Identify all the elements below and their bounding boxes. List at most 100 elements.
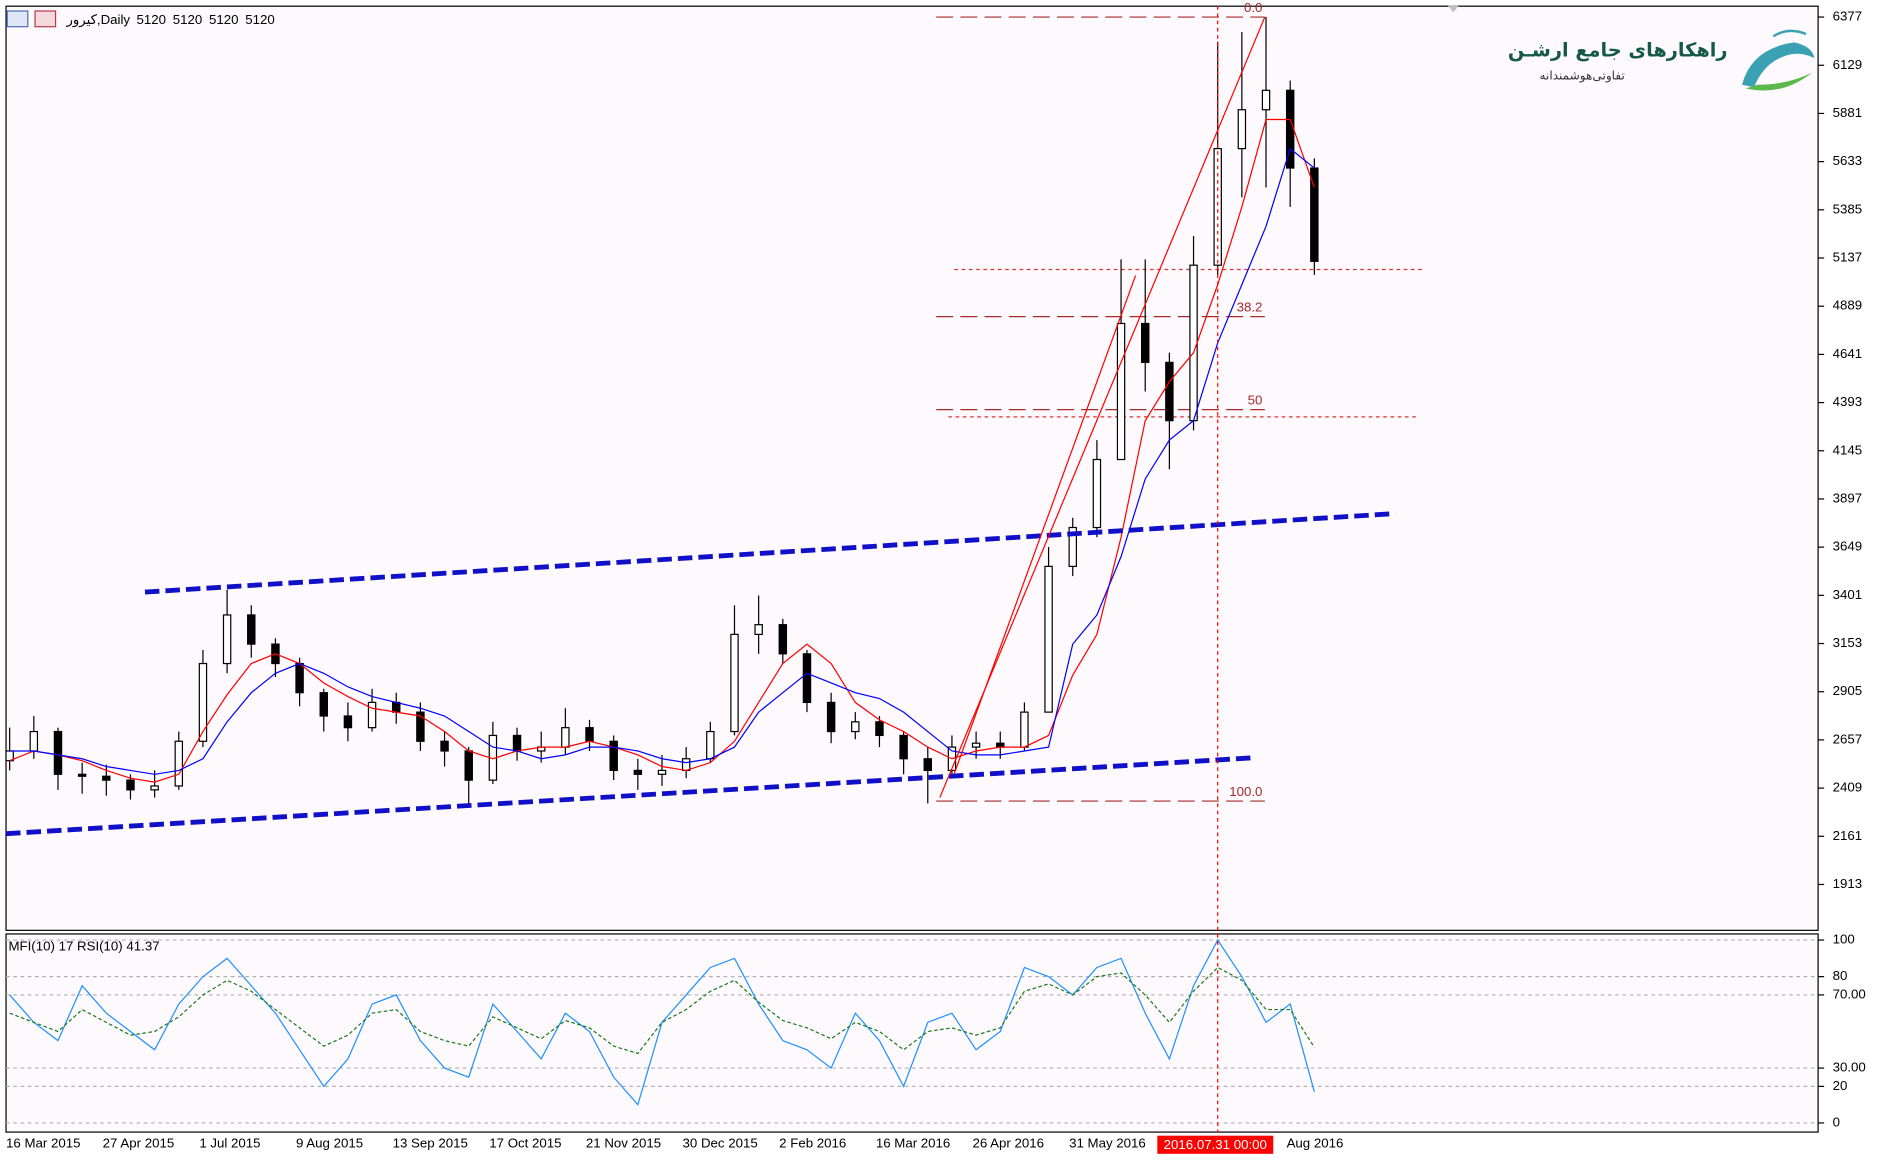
candle-body	[1068, 526, 1077, 567]
y-tick-label: 6377	[1833, 9, 1863, 24]
y-tick-label: 100	[1833, 932, 1855, 947]
logo-mark	[1772, 29, 1807, 38]
x-tick-label: 9 Aug 2015	[296, 1136, 363, 1151]
candle-body	[657, 769, 667, 775]
y-tick-label: 5881	[1833, 105, 1863, 120]
fib-label: 100.0	[1229, 784, 1262, 799]
y-tick-label: 1913	[1833, 876, 1863, 891]
candle-body	[247, 614, 256, 645]
x-tick-label: 13 Sep 2015	[393, 1136, 468, 1151]
y-tick-label: 3153	[1833, 635, 1863, 650]
candle-body	[174, 740, 184, 787]
trend-line	[953, 275, 1137, 774]
candle-body	[440, 740, 449, 752]
candle-body	[875, 721, 884, 737]
candle-body	[1237, 109, 1247, 150]
candle-body	[1092, 458, 1102, 529]
candle-body	[851, 721, 860, 733]
candle-body	[126, 779, 135, 791]
main-plot-frame	[5, 5, 1819, 931]
candle-body	[754, 624, 763, 635]
candle-body	[609, 740, 618, 772]
candle-body	[53, 730, 63, 775]
y-tick-label: 4145	[1833, 442, 1863, 457]
candle-body	[971, 742, 981, 748]
y-tick-label: 5385	[1833, 201, 1863, 216]
candle-body	[1213, 148, 1222, 266]
candle-body	[899, 734, 908, 760]
candle-body	[1044, 565, 1053, 713]
candle-body	[1189, 264, 1198, 422]
candle-body	[585, 727, 594, 742]
chart-title: کیرور,Daily	[65, 12, 130, 28]
fib-label: 0.0	[1244, 0, 1262, 15]
candle-body	[222, 614, 232, 665]
data-layer	[5, 17, 1819, 1124]
logo-mark	[1745, 72, 1813, 91]
candle-body	[1140, 322, 1150, 363]
y-tick-label: 2905	[1833, 683, 1863, 698]
ohlc-low: 5120	[209, 12, 239, 27]
y-tick-label: 3897	[1833, 490, 1863, 505]
x-tick-label: 21 Nov 2015	[586, 1136, 661, 1151]
series-line	[9, 938, 1315, 1106]
candle-body	[1020, 711, 1029, 748]
shift-marker	[1447, 4, 1460, 13]
y-tick-label: 4641	[1833, 346, 1863, 361]
crosshair-label: 2016.07.31 00:00	[1164, 1137, 1267, 1152]
candle-body	[102, 775, 111, 781]
channel-line	[144, 511, 1396, 595]
candle-body	[681, 758, 691, 772]
y-tick-label: 5137	[1833, 250, 1863, 265]
candle-body	[1116, 322, 1126, 461]
x-tick-label: 31 May 2016	[1069, 1136, 1146, 1151]
y-tick-label: 4889	[1833, 298, 1863, 313]
candle-body	[343, 715, 353, 729]
icon	[6, 10, 29, 28]
x-tick-label: Aug 2016	[1287, 1136, 1344, 1151]
candle-body	[150, 785, 159, 791]
candle-body	[392, 701, 401, 713]
candle-body	[367, 701, 377, 729]
channel-line	[5, 755, 1257, 837]
x-tick-label: 17 Oct 2015	[489, 1136, 561, 1151]
candle-body	[416, 711, 425, 742]
candle-body	[923, 758, 933, 772]
candle-body	[198, 662, 208, 742]
candle-body	[561, 727, 570, 748]
trend-line	[939, 16, 1266, 798]
indicator-title: MFI(10) 17 RSI(10) 41.37	[8, 939, 159, 954]
logo-tagline: تفاوتی‌هوشمندانه	[1540, 69, 1625, 84]
logo: راهکارهای جامع ارشـن تفاوتی‌هوشمندانه	[1508, 29, 1815, 91]
x-tick-label: 16 Mar 2016	[876, 1136, 950, 1151]
y-tick-label: 30.00	[1833, 1060, 1866, 1075]
y-tick-label: 80	[1833, 968, 1848, 983]
candle-body	[706, 730, 715, 760]
y-tick-label: 70.00	[1833, 986, 1866, 1001]
y-tick-label: 20	[1833, 1078, 1848, 1093]
candle-body	[464, 750, 473, 781]
fib-label: 50	[1248, 393, 1263, 408]
candle-body	[29, 730, 39, 752]
series-line	[9, 118, 1315, 783]
candle-body	[778, 624, 788, 655]
series-line	[9, 147, 1315, 775]
y-tick-label: 6129	[1833, 57, 1863, 72]
candle-body	[1165, 361, 1174, 422]
logo-title: راهکارهای جامع ارشـن	[1508, 38, 1728, 61]
ohlc-high: 5120	[173, 12, 203, 27]
crosshair-label-box	[1157, 1135, 1274, 1154]
candle-body	[730, 633, 739, 733]
x-tick-label: 1 Jul 2015	[199, 1136, 260, 1151]
x-tick-label: 27 Apr 2015	[103, 1136, 175, 1151]
candle-body	[633, 769, 643, 775]
candle-body	[826, 701, 836, 733]
x-tick-label: 16 Mar 2015	[6, 1136, 80, 1151]
candle-body	[295, 662, 304, 694]
y-tick-label: 3649	[1833, 539, 1863, 554]
x-tick-label: 30 Dec 2015	[683, 1136, 758, 1151]
candle-body	[512, 734, 522, 752]
ohlc-close: 5120	[245, 12, 275, 27]
